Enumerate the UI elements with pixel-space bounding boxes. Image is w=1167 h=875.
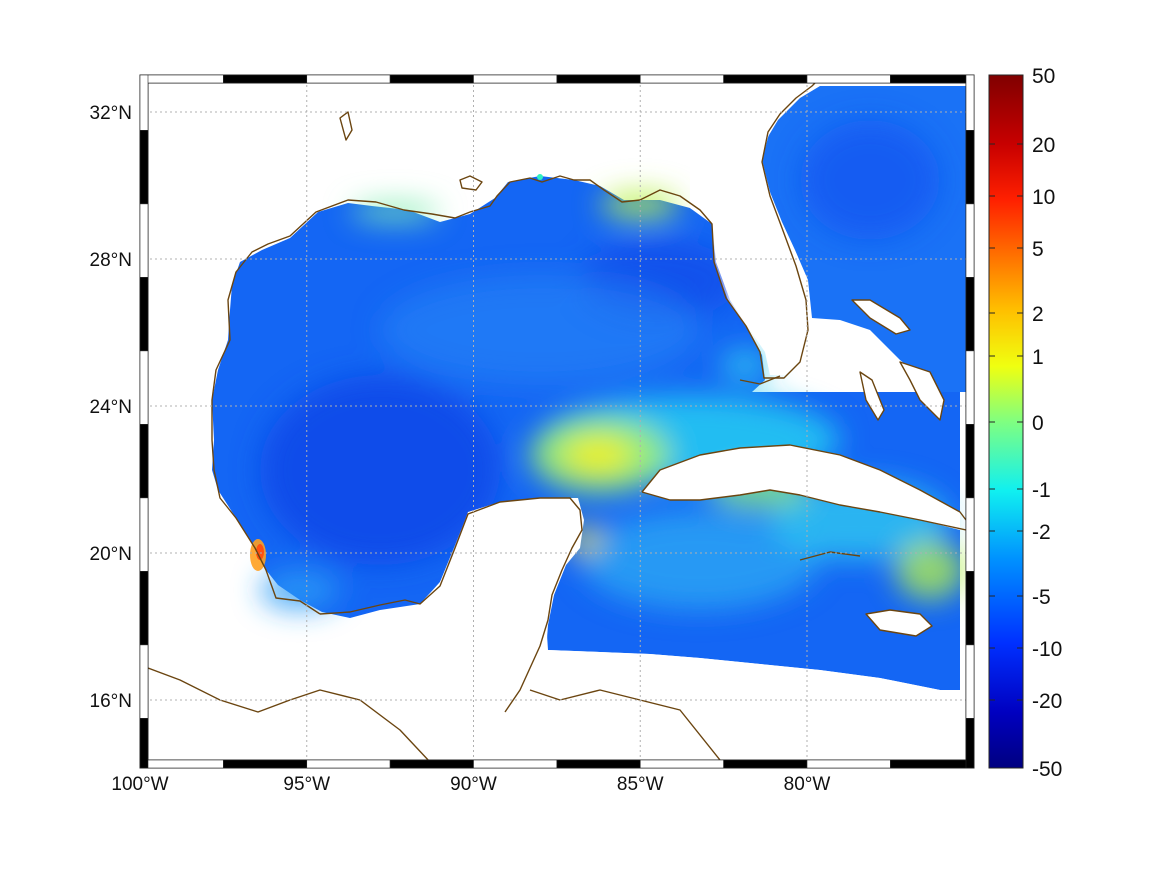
frame-segment	[965, 350, 975, 425]
frame-segment	[890, 74, 975, 84]
frame-segment	[965, 424, 975, 499]
frame-segment	[723, 74, 808, 84]
colorbar-label: 0	[1032, 412, 1044, 435]
frame-segment	[389, 74, 474, 84]
colorbar-label: -20	[1032, 690, 1062, 713]
frame-segment	[223, 759, 308, 769]
frame-segment	[139, 203, 149, 278]
latitude-label: 20°N	[90, 544, 132, 565]
latitude-label: 24°N	[90, 397, 132, 418]
latitude-labels: 32°N 28°N 24°N 20°N 16°N	[90, 103, 132, 712]
frame-segment	[965, 718, 975, 769]
colorbar-label: 20	[1032, 134, 1055, 157]
land-masks	[148, 84, 966, 760]
colorbar-label: 2	[1032, 303, 1044, 326]
frame-segment	[723, 759, 808, 769]
gridlines	[148, 83, 966, 760]
longitude-label: 95°W	[283, 774, 330, 795]
frame-segment	[965, 130, 975, 205]
frame-segment	[139, 424, 149, 499]
colorbar-label: -50	[1032, 758, 1062, 781]
frame-segment	[139, 74, 224, 84]
colorbar-label: -10	[1032, 638, 1062, 661]
frame-segment	[556, 759, 641, 769]
frame-segment	[806, 759, 891, 769]
frame-segment	[890, 759, 975, 769]
frame-segment	[139, 277, 149, 352]
frame-segment	[639, 74, 724, 84]
frame-segment	[806, 74, 891, 84]
longitude-label: 90°W	[450, 774, 497, 795]
longitude-label: 100°W	[111, 774, 168, 795]
map-plot-area	[148, 83, 966, 760]
frame-segment	[139, 571, 149, 646]
frame-segment	[306, 74, 391, 84]
frame-segment	[139, 759, 224, 769]
frame-segment	[556, 74, 641, 84]
colorbar-label: 5	[1032, 238, 1044, 261]
latitude-label: 32°N	[90, 103, 132, 124]
map-frame	[139, 74, 975, 769]
frame-segment	[965, 277, 975, 352]
longitude-label: 80°W	[784, 774, 831, 795]
hotspot-mobile-bay	[537, 174, 543, 180]
frame-segment	[139, 74, 149, 131]
frame-segment	[139, 644, 149, 719]
colorbar-label: -2	[1032, 521, 1051, 544]
longitude-labels: 100°W 95°W 90°W 85°W 80°W	[111, 774, 830, 795]
frame-segment	[139, 718, 149, 769]
frame-segment	[965, 644, 975, 719]
frame-segment	[389, 759, 474, 769]
colorbar-label: 50	[1032, 65, 1055, 88]
latitude-label: 16°N	[90, 691, 132, 712]
frame-segment	[639, 759, 724, 769]
colorbar-label: 1	[1032, 346, 1044, 369]
frame-segment	[965, 74, 975, 131]
frame-segment	[473, 759, 558, 769]
frame-segment	[306, 759, 391, 769]
frame-segment	[139, 350, 149, 425]
longitude-label: 85°W	[617, 774, 664, 795]
frame-segment	[965, 571, 975, 646]
frame-segment	[473, 74, 558, 84]
frame-segment	[139, 497, 149, 572]
frame-segment	[139, 130, 149, 205]
colorbar-label: -1	[1032, 479, 1051, 502]
frame-segment	[965, 497, 975, 572]
hotspot-veracruz-core	[256, 544, 264, 560]
colorbar-label: -5	[1032, 586, 1051, 609]
frame-segment	[965, 203, 975, 278]
colorbar-label: 10	[1032, 186, 1055, 209]
latitude-label: 28°N	[90, 250, 132, 271]
frame-segment	[223, 74, 308, 84]
